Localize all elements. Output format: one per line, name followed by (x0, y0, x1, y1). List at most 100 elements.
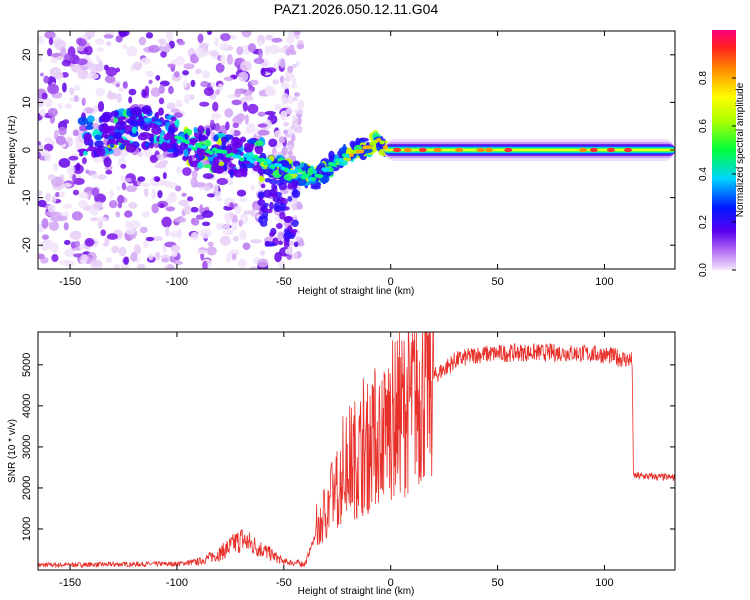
noise-blob (296, 109, 304, 115)
snr-ylabel: SNR (10 * v/v) (7, 419, 18, 483)
band-peak (606, 147, 615, 153)
ridge-core (317, 174, 324, 179)
ridge-blob (228, 163, 237, 169)
ridge-blob (265, 208, 273, 214)
ridge-core (239, 157, 245, 162)
noise-blob (177, 40, 186, 46)
band-peak (393, 147, 402, 153)
noise-blob (199, 101, 210, 107)
ridge-blob (227, 148, 239, 154)
ridge-blob (149, 136, 154, 145)
ridge-blob (188, 138, 196, 147)
ridge-core (253, 154, 259, 159)
noise-blob (63, 222, 69, 231)
ridge-blob (246, 143, 254, 153)
ridge-blob (221, 141, 226, 151)
ridge-blob (283, 241, 290, 248)
noise-blob (272, 79, 280, 85)
noise-blob (215, 223, 227, 231)
ridge-blob (275, 223, 283, 229)
noise-blob (160, 51, 167, 58)
noise-blob (288, 31, 295, 38)
ridge-core (338, 157, 344, 162)
ridge-blob (263, 168, 274, 176)
noise-blob (56, 55, 65, 61)
noise-blob (165, 206, 176, 212)
ridge-blob (213, 134, 219, 142)
ridge-blob (205, 127, 211, 137)
noise-blob (247, 43, 257, 53)
y-tick-label: 0 (21, 147, 33, 153)
noise-blob (85, 31, 96, 39)
noise-blob (41, 218, 49, 229)
noise-blob (44, 97, 53, 107)
noise-blob (242, 242, 251, 251)
ridge-core (359, 149, 365, 154)
ridge-blob (254, 144, 264, 155)
ridge-blob (188, 155, 193, 165)
noise-blob (103, 34, 114, 39)
ridge-core (249, 159, 255, 164)
noise-blob (64, 103, 73, 110)
ridge-core (331, 162, 337, 167)
ridge-blob (246, 138, 257, 144)
noise-blob (115, 211, 121, 218)
ridge-blob (252, 165, 262, 172)
noise-blob (137, 263, 146, 269)
noise-blob (292, 252, 299, 260)
x-tick-label: 0 (388, 577, 394, 589)
ridge-blob (233, 137, 241, 146)
ridge-blob (271, 184, 278, 190)
noise-blob (182, 79, 188, 89)
noise-blob (126, 46, 138, 57)
band-peak (433, 147, 442, 153)
noise-blob (157, 38, 166, 44)
noise-blob (291, 202, 297, 211)
ridge-core (376, 137, 382, 142)
y-tick-label: 2000 (21, 476, 33, 500)
noise-blob (202, 173, 215, 179)
snr-panel: -150 -100 -50 0 50 100 1000 2000 3000 4000 5000 He… (7, 331, 676, 597)
noise-blob (148, 79, 153, 84)
noise-blob (214, 37, 220, 47)
noise-blob (297, 204, 303, 210)
noise-blob (255, 128, 260, 137)
noise-blob (70, 166, 75, 174)
ridge-blob (342, 143, 347, 154)
ridge-blob (117, 116, 124, 123)
noise-blob (90, 217, 100, 222)
noise-blob (260, 67, 266, 76)
noise-blob (109, 189, 114, 199)
noise-blob (238, 71, 249, 82)
noise-blob (249, 79, 259, 86)
ridge-blob (160, 141, 169, 152)
noise-blob (175, 56, 185, 66)
noise-blob (189, 94, 195, 100)
ridge-core (304, 173, 310, 178)
noise-blob (202, 70, 211, 79)
noise-blob (209, 119, 215, 127)
noise-blob (295, 236, 301, 242)
noise-blob (137, 151, 143, 158)
noise-blob (138, 36, 147, 46)
ridge-blob (96, 147, 106, 157)
noise-blob (168, 85, 174, 95)
noise-blob (173, 260, 183, 265)
noise-blob (155, 154, 167, 160)
noise-blob (44, 31, 56, 39)
noise-blob (236, 46, 243, 56)
ridge-blob (101, 113, 111, 123)
noise-blob (175, 99, 183, 108)
noise-blob (293, 31, 301, 36)
noise-blob (88, 63, 101, 73)
ridge-blob (260, 183, 266, 189)
ridge-blob (85, 125, 94, 131)
noise-blob (184, 93, 191, 104)
ridge-blob (118, 144, 126, 150)
ridge-blob (284, 230, 293, 240)
noise-blob (229, 249, 240, 257)
ridge-blob (221, 157, 232, 162)
ridge-blob (279, 202, 287, 212)
noise-blob (165, 181, 171, 189)
